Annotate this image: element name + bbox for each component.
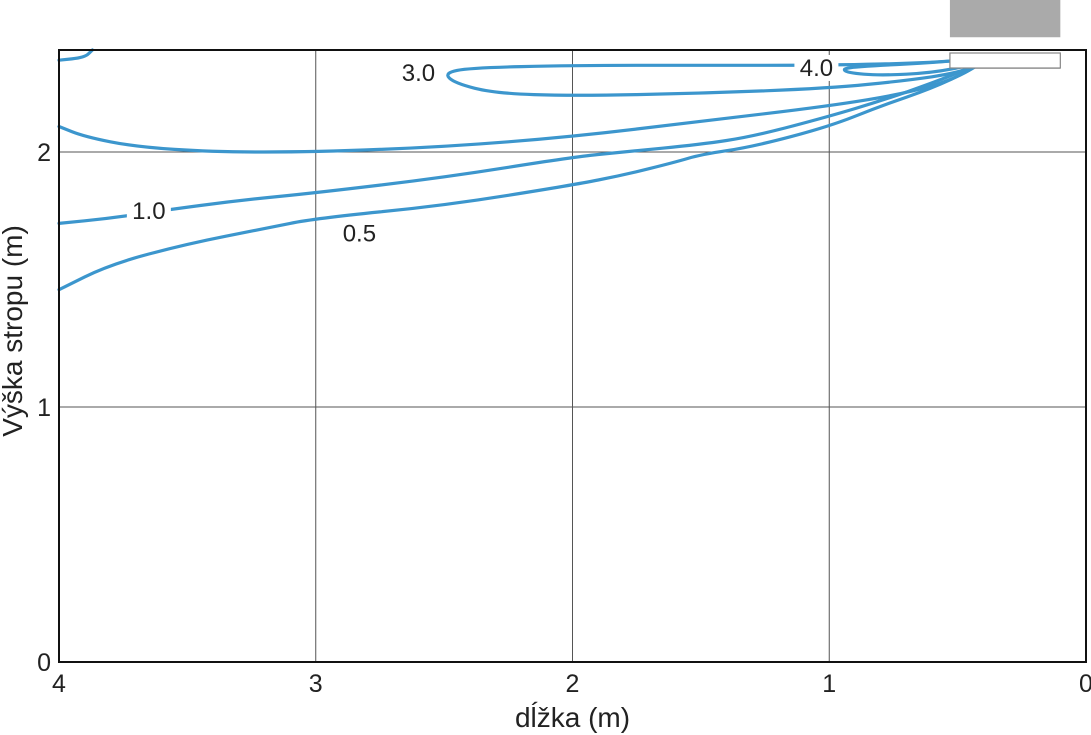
x-tick-label: 4	[52, 670, 66, 698]
contour-labels: 0.5 1.0 3.0 4.0	[126, 54, 839, 248]
contour-line-0.5	[57, 56, 990, 292]
y-axis-title: Výška stropu (m)	[0, 225, 28, 437]
y-tick-label: 0	[37, 649, 51, 677]
contour-line-4.0	[842, 56, 990, 77]
contour-label: 3.0	[402, 60, 435, 87]
contour-label: 0.5	[343, 221, 376, 248]
contour-label: 4.0	[800, 55, 833, 82]
contour-line-1.0	[57, 56, 990, 225]
x-axis-title: dĺžka (m)	[515, 701, 630, 733]
x-tick-label: 2	[566, 670, 580, 698]
contour-line-edge	[57, 48, 94, 62]
plot-frame	[58, 49, 1087, 663]
x-tick-label: 3	[309, 670, 323, 698]
y-tick-label: 1	[37, 394, 51, 422]
contour-line-2.0	[57, 56, 990, 154]
contour-label-bg	[794, 54, 839, 81]
y-tick-label: 2	[37, 139, 51, 167]
contour-line-3.0	[446, 56, 990, 97]
contour-label: 1.0	[132, 198, 165, 225]
tick-labels: 4 3 2 1 0 0 1 2	[37, 139, 1091, 698]
x-tick-label: 0	[1079, 670, 1091, 698]
grid-lines	[59, 50, 1086, 662]
x-tick-label: 1	[822, 670, 836, 698]
contour-label-bg	[396, 60, 441, 87]
air-source-box	[949, 0, 1061, 38]
contour-label-bg	[337, 220, 382, 247]
contour-lines	[57, 48, 990, 292]
air-source-outlet	[949, 52, 1061, 69]
contour-label-bg	[126, 197, 171, 224]
